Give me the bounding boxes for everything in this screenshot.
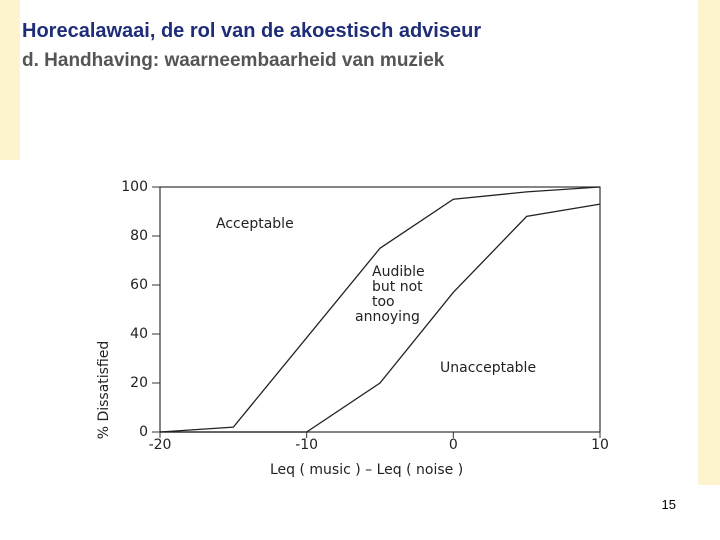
annotation: Acceptable — [216, 216, 294, 232]
y-tick-label: 40 — [130, 326, 148, 342]
y-tick-label: 60 — [130, 277, 148, 293]
annotation-line: too — [372, 294, 395, 310]
y-tick-label: 100 — [121, 179, 148, 195]
annotation-line: annoying — [355, 309, 420, 325]
y-axis-label: % Dissatisfied — [96, 341, 112, 440]
slide-title: Horecalawaai, de rol van de akoestisch a… — [22, 20, 482, 42]
annotation-line: but not — [372, 279, 423, 295]
x-tick-label: 0 — [449, 437, 458, 453]
data-line — [160, 203, 601, 433]
y-tick-label: 80 — [130, 228, 148, 244]
slide-subtitle: d. Handhaving: waarneembaarheid van muzi… — [22, 50, 445, 71]
x-axis-label: Leq ( music ) – Leq ( noise ) — [270, 462, 463, 478]
annotation: Unacceptable — [440, 360, 536, 376]
annotation-line: Audible — [372, 264, 425, 280]
annotation: Audible but not too annoying — [355, 264, 425, 325]
page-number: 15 — [661, 497, 676, 512]
data-line — [159, 186, 601, 433]
x-tick-label: -20 — [149, 437, 172, 453]
y-tick-label: 20 — [130, 375, 148, 391]
decor-bar — [0, 0, 20, 160]
x-tick-label: -10 — [295, 437, 318, 453]
plot-frame — [159, 186, 601, 433]
decor-bar — [698, 0, 720, 485]
y-tick-label: 0 — [139, 424, 148, 440]
x-tick-label: 10 — [591, 437, 609, 453]
